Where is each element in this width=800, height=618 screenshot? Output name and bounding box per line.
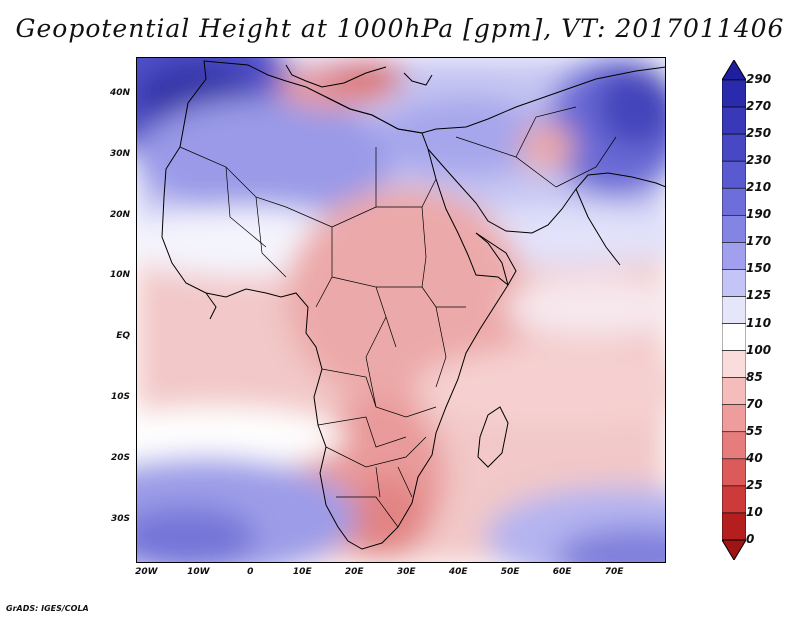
colorbar-segment [722,404,746,433]
colorbar-label: 150 [746,261,772,276]
credit-label: GrADS: IGES/COLA [6,604,89,613]
country-borders [179,106,617,528]
lon-tick-label: 40E [448,567,468,577]
lon-tick-label: 60E [552,567,572,577]
colorbar-segment [722,269,746,297]
colorbar-label: 290 [746,72,772,86]
colorbar-segment [722,458,746,487]
colorbar-label: 190 [746,207,772,222]
lon-tick-label: 0 [247,567,254,577]
colorbar-label: 70 [746,396,763,411]
colorbar-segment [722,187,746,216]
lon-tick-label: 20E [344,567,364,577]
colorbar-segment [722,214,746,243]
colorbar-bottom-arrow [722,539,746,560]
lat-tick-label: 20S [110,453,130,464]
lon-tick-label: 70E [604,567,624,577]
map-plot [136,57,666,563]
colorbar-segment [722,160,746,189]
colorbar-segment [722,350,746,378]
colorbar-segment [722,431,746,460]
chart-title: Geopotential Height at 1000hPa [gpm], VT… [15,14,785,43]
lon-tick-label: 10E [292,567,312,577]
colorbar-label: 270 [746,99,772,114]
colorbar-segment [722,323,746,351]
colorbar-label: 0 [746,532,755,546]
lat-tick-label: 40N [109,87,130,98]
colorbar-label: 55 [746,423,763,438]
lon-tick-label: 50E [500,567,520,577]
colorbar-label: 250 [746,126,772,141]
lon-tick-label: 20W [135,567,158,577]
colorbar-segment [722,242,746,270]
colorbar-segment [722,79,746,108]
colorbar-top-arrow [722,60,746,81]
colorbar-label: 25 [746,477,763,492]
lat-tick-label: 30S [110,514,130,525]
colorbar-label: 230 [746,153,772,168]
height-field [136,57,666,563]
lon-tick-label: 10W [187,567,210,577]
lat-tick-label: 10N [109,270,130,281]
lat-tick-label: EQ [116,331,130,342]
colorbar-label: 85 [746,369,763,384]
colorbar-segment [722,512,746,541]
lat-tick-label: 20N [109,209,130,220]
lat-tick-label: 10S [110,392,130,403]
colorbar-label: 110 [746,315,772,330]
colorbar-segment [722,133,746,162]
colorbar [722,60,746,560]
lon-tick-label: 30E [396,567,416,577]
colorbar-segment [722,296,746,324]
colorbar-label: 40 [746,450,763,465]
colorbar-segment [722,485,746,514]
colorbar-segment [722,106,746,135]
colorbar-label: 100 [746,342,772,357]
colorbar-segment [722,377,746,406]
colorbar-label: 10 [746,504,763,519]
lat-tick-label: 30N [109,148,130,159]
colorbar-label: 210 [746,180,772,195]
coastlines [161,60,666,550]
colorbar-label: 125 [746,288,772,303]
colorbar-label: 170 [746,234,772,249]
